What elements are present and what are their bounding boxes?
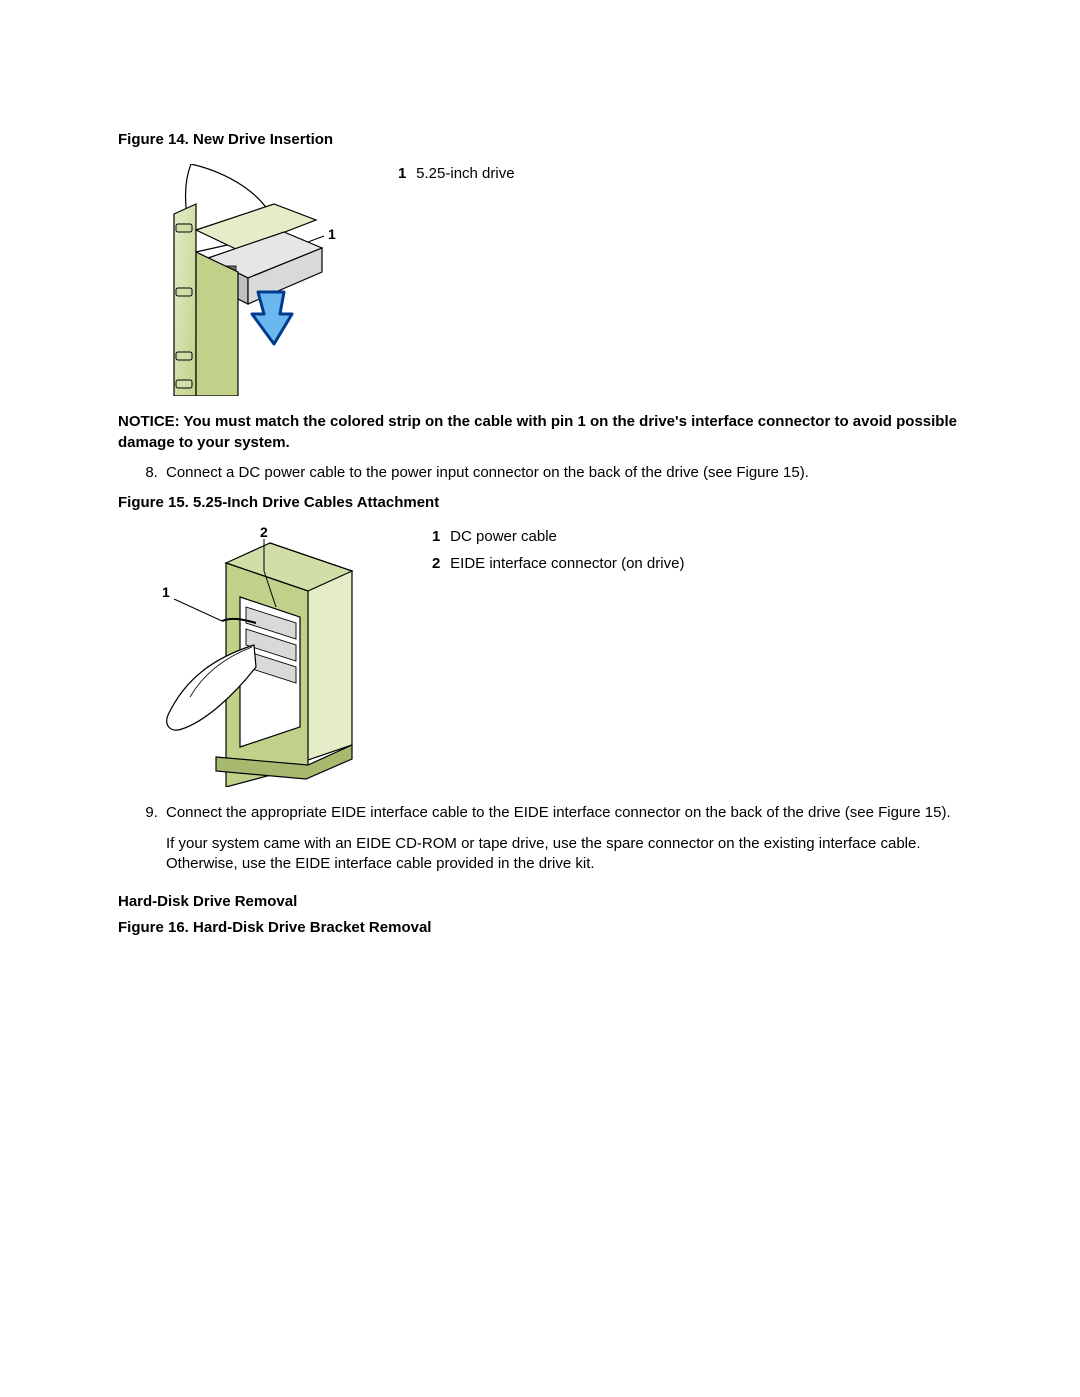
figure-14-legend: 1 5.25-inch drive [398,164,515,190]
svg-text:1: 1 [328,226,336,242]
notice-text: NOTICE: You must match the colored strip… [118,412,962,453]
figure-16-title: Figure 16. Hard-Disk Drive Bracket Remov… [118,918,962,938]
legend-text: DC power cable [450,528,557,545]
step-9-para: If your system came with an EIDE CD-ROM … [166,834,962,875]
steps-list-8: Connect a DC power cable to the power in… [118,463,962,483]
steps-list-9: Connect the appropriate EIDE interface c… [118,803,962,874]
document-page: Figure 14. New Drive Insertion [0,0,1080,1397]
figure-14-row: 1 1 5.25-inch drive [156,164,962,396]
legend-item: 1 5.25-inch drive [398,164,515,184]
svg-text:1: 1 [162,584,170,600]
figure-15-legend: 1 DC power cable 2 EIDE interface connec… [432,527,684,580]
drive-insertion-icon: 1 [156,164,336,396]
legend-text: 5.25-inch drive [416,165,514,182]
legend-item: 2 EIDE interface connector (on drive) [432,554,684,574]
figure-14-title: Figure 14. New Drive Insertion [118,130,962,150]
legend-num: 2 [432,554,446,574]
figure-15-title: Figure 15. 5.25-Inch Drive Cables Attach… [118,493,962,513]
hdd-removal-heading: Hard-Disk Drive Removal [118,892,962,912]
figure-15-illustration: 2 1 [156,527,386,787]
svg-text:2: 2 [260,527,268,540]
step-8: Connect a DC power cable to the power in… [162,463,962,483]
step-8-text: Connect a DC power cable to the power in… [166,464,809,481]
legend-num: 1 [432,527,446,547]
legend-num: 1 [398,164,412,184]
figure-14-illustration: 1 [156,164,336,396]
legend-text: EIDE interface connector (on drive) [450,555,684,572]
figure-15-row: 2 1 1 DC power cable 2 EIDE interface co… [156,527,962,787]
step-9: Connect the appropriate EIDE interface c… [162,803,962,874]
step-9-text: Connect the appropriate EIDE interface c… [166,804,951,821]
drive-cables-icon: 2 1 [156,527,386,787]
legend-item: 1 DC power cable [432,527,684,547]
